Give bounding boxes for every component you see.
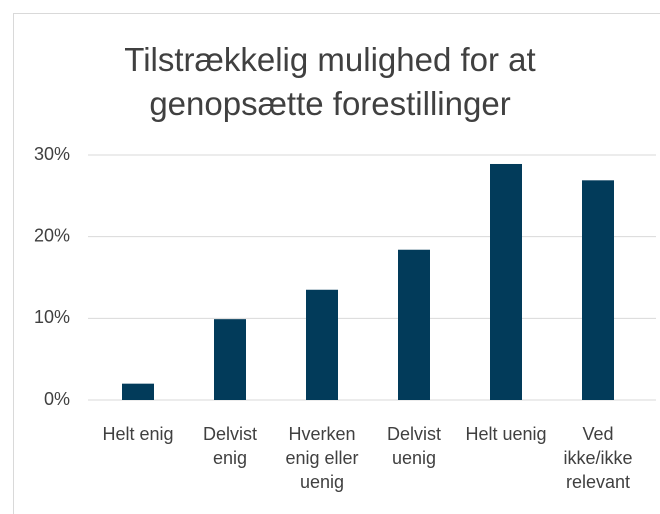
bar bbox=[490, 163, 522, 400]
y-tick-label: 0% bbox=[44, 389, 70, 409]
x-tick-label: Delvist enig bbox=[202, 424, 257, 468]
x-tick-label: Hverken enig eller uenig bbox=[285, 424, 359, 492]
bar bbox=[306, 289, 338, 400]
bar bbox=[122, 383, 154, 400]
x-tick-label: Helt enig bbox=[102, 424, 174, 444]
y-tick-label: 10% bbox=[34, 307, 70, 327]
chart-title: Tilstrækkelig mulighed for at genopsætte… bbox=[124, 41, 536, 122]
y-tick-label: 20% bbox=[34, 225, 70, 245]
bar bbox=[214, 319, 246, 400]
frame bbox=[13, 13, 660, 514]
x-tick-label: Helt uenig bbox=[465, 424, 547, 444]
y-tick-label: 30% bbox=[34, 144, 70, 164]
bar bbox=[398, 249, 430, 400]
bar bbox=[582, 180, 614, 400]
x-tick-label: Delvist uenig bbox=[386, 424, 441, 468]
x-tick-label: Ved ikke/ikke relevant bbox=[563, 424, 633, 492]
